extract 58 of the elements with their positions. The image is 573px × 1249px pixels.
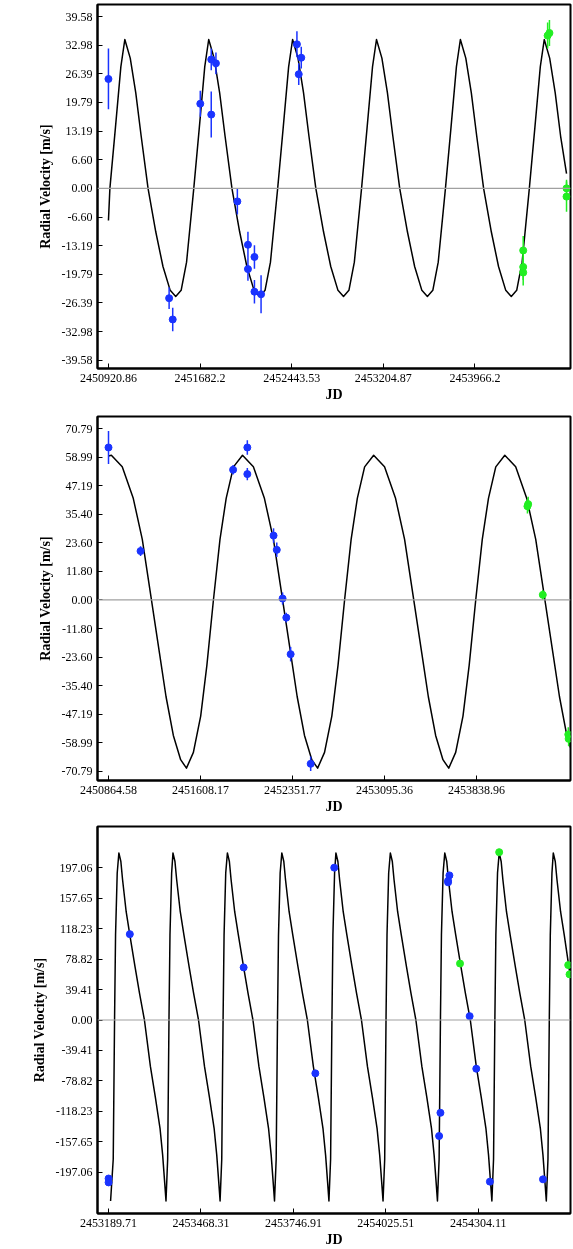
x-tick-label: 2453468.31 — [172, 1215, 230, 1230]
y-tick-label: 26.39 — [65, 66, 93, 81]
y-tick-label: 0.00 — [71, 1013, 93, 1027]
y-tick-label: 6.60 — [71, 152, 93, 167]
y-tick-label: 11.80 — [65, 564, 93, 579]
y-tick-label: 13.19 — [65, 124, 93, 139]
y-tick-label: 47.19 — [65, 478, 93, 493]
y-tick-label: -35.40 — [61, 678, 93, 693]
y-tick-label: -19.79 — [61, 267, 93, 282]
y-tick-label: -78.82 — [61, 1073, 93, 1088]
y-tick-label: -58.99 — [61, 735, 93, 750]
x-tick-label: 2453838.96 — [447, 782, 505, 797]
y-tick-label: 0.00 — [71, 592, 93, 607]
y-tick-label: 197.06 — [59, 860, 93, 875]
y-tick-label: 39.41 — [65, 982, 93, 997]
x-tick-label: 2450864.58 — [79, 782, 137, 797]
x-tick-label: 2454025.51 — [357, 1215, 415, 1230]
x-axis-title: JD — [325, 1231, 343, 1247]
y-tick-label: 58.99 — [65, 450, 93, 465]
x-tick-label: 2453204.87 — [354, 370, 412, 385]
x-tick-label: 2453966.2 — [449, 370, 501, 385]
y-tick-label: 32.98 — [65, 38, 93, 53]
y-tick-label: -47.19 — [61, 707, 93, 722]
y-tick-label: -118.23 — [55, 1104, 93, 1119]
y-tick-label: 0.00 — [71, 181, 93, 196]
y-tick-label: 157.65 — [59, 891, 93, 906]
y-tick-label: -39.58 — [61, 353, 93, 368]
x-tick-label: 2453746.91 — [264, 1215, 322, 1230]
y-tick-label: 39.58 — [65, 9, 93, 24]
y-tick-label: -13.19 — [61, 238, 93, 253]
y-tick-label: -197.06 — [55, 1165, 93, 1180]
x-tick-label: 2451682.2 — [174, 370, 226, 385]
x-tick-label: 2451608.17 — [171, 782, 229, 797]
y-tick-label: 35.40 — [65, 507, 93, 522]
x-tick-label: 2453189.71 — [79, 1215, 137, 1230]
y-tick-label: -39.41 — [61, 1043, 93, 1058]
x-axis-title: JD — [325, 798, 343, 814]
x-tick-label: 2452351.77 — [263, 782, 321, 797]
y-tick-label: -70.79 — [61, 764, 93, 779]
y-tick-label: -26.39 — [61, 295, 93, 310]
y-axis-title: Radial Velocity [m/s] — [31, 957, 47, 1083]
y-tick-label: -11.80 — [61, 621, 93, 636]
y-tick-label: -157.65 — [55, 1134, 93, 1149]
y-tick-label: 70.79 — [65, 421, 93, 436]
y-tick-label: 118.23 — [59, 921, 93, 936]
y-tick-label: -23.60 — [61, 650, 93, 665]
x-axis-title: JD — [325, 386, 343, 402]
x-tick-label: 2452443.53 — [263, 370, 321, 385]
x-tick-label: 2450920.86 — [79, 370, 137, 385]
y-axis-title: Radial Velocity [m/s] — [37, 536, 53, 661]
x-tick-label: 2453095.36 — [355, 782, 413, 797]
y-axis-title: Radial Velocity [m/s] — [37, 124, 53, 249]
y-tick-label: 19.79 — [65, 95, 93, 110]
y-tick-label: -6.60 — [67, 210, 93, 225]
y-tick-label: 78.82 — [65, 952, 93, 967]
x-tick-label: 2454304.11 — [450, 1215, 507, 1230]
y-tick-label: -32.98 — [61, 324, 93, 339]
y-tick-label: 23.60 — [65, 535, 93, 550]
